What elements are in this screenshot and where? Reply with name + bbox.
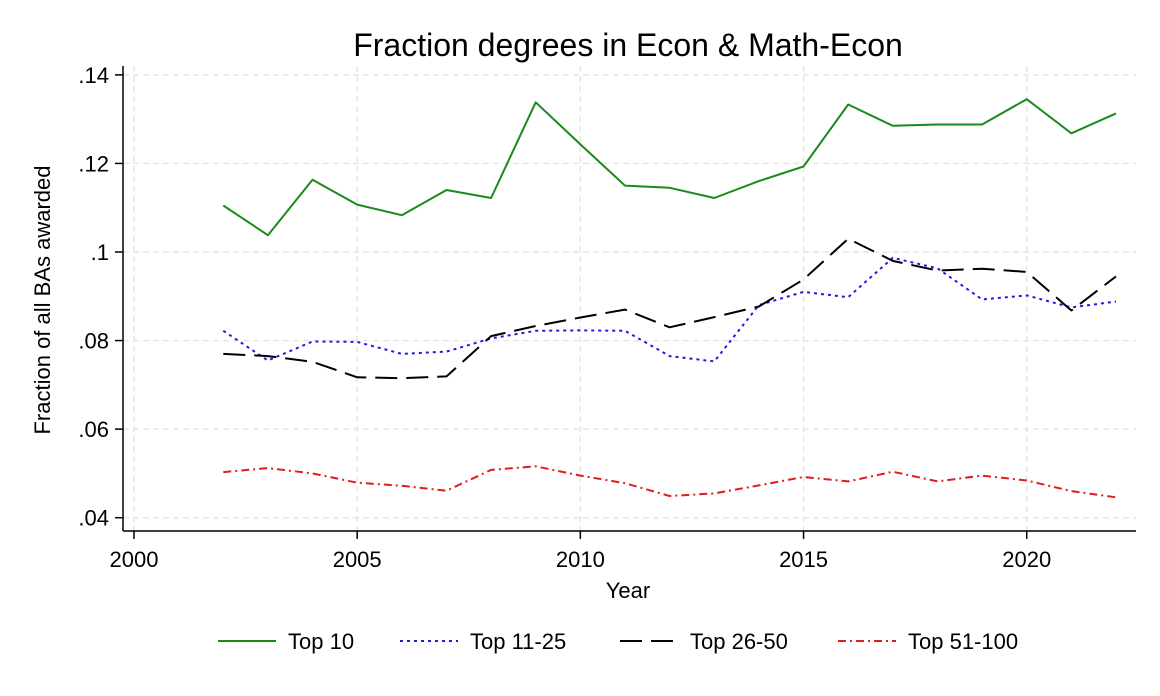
legend-item: Top 11-25: [400, 629, 566, 654]
chart-title: Fraction degrees in Econ & Math-Econ: [353, 27, 903, 63]
grid-layer: [123, 66, 1136, 531]
series-line-2: [222, 256, 1117, 363]
x-tick-label: 2010: [556, 547, 605, 572]
y-tick-label: .1: [91, 240, 109, 265]
legend-item: Top 10: [218, 629, 354, 654]
series-line-1: [222, 98, 1117, 237]
x-tick-label: 2015: [779, 547, 828, 572]
axes-layer: .04 .06 .08 .1 .12 .14 2000 2005 2010 2015 2020: [78, 63, 1136, 572]
series-line-3: [223, 237, 1117, 380]
y-axis-label: Fraction of all BAs awarded: [30, 165, 55, 434]
y-tick-label: .12: [78, 151, 109, 176]
legend-item: Top 51-100: [838, 629, 1018, 654]
legend-label: Top 11-25: [470, 629, 566, 654]
y-tick-label: .04: [78, 506, 109, 531]
y-tick-label: .14: [78, 63, 109, 88]
legend-item: Top 26-50: [620, 629, 788, 654]
x-tick-label: 2000: [110, 547, 159, 572]
x-tick-label: 2005: [333, 547, 382, 572]
x-tick-label: 2020: [1002, 547, 1051, 572]
y-tick-label: .06: [78, 417, 109, 442]
y-tick-label: .08: [78, 329, 109, 354]
x-axis-label: Year: [606, 578, 650, 603]
legend: Top 10 Top 11-25 Top 26-50 Top 51-100: [218, 629, 1018, 654]
series-line-4: [223, 465, 1117, 499]
legend-label: Top 26-50: [690, 629, 788, 654]
legend-label: Top 10: [288, 629, 354, 654]
legend-label: Top 51-100: [908, 629, 1018, 654]
series-layer: [222, 98, 1117, 499]
